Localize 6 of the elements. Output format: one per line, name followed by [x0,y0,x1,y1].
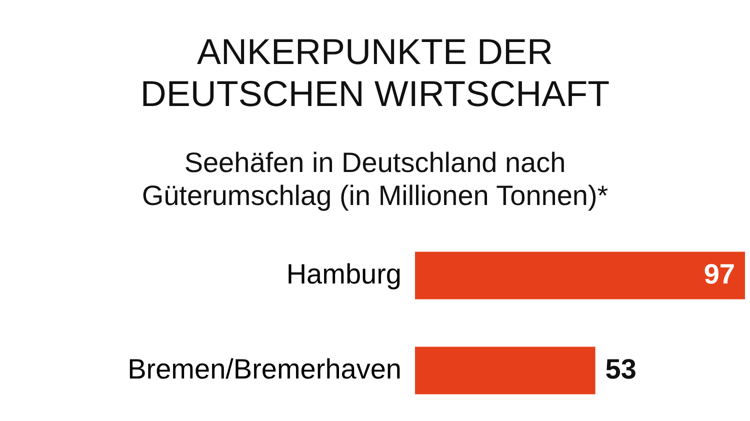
chart-title: ANKERPUNKTE DER DEUTSCHEN WIRTSCHAFT [140,31,610,114]
chart-subtitle: Seehäfen in Deutschland nach Güterumschlag (in Millionen Tonnen)* [142,147,608,211]
y-tick-label: Bremen/Bremerhaven [128,354,402,384]
y-tick-label: Hamburg [286,258,402,290]
data-label: 97 [704,258,735,290]
data-label: 53 [605,354,636,384]
